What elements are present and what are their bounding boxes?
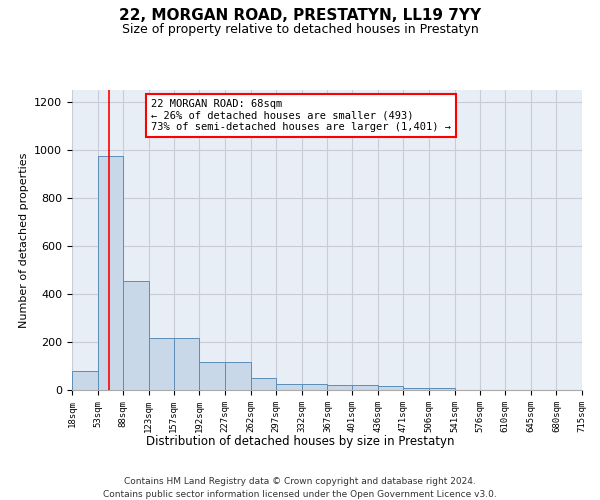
Text: Contains HM Land Registry data © Crown copyright and database right 2024.: Contains HM Land Registry data © Crown c…: [124, 478, 476, 486]
Bar: [225, 362, 251, 390]
Bar: [378, 386, 403, 390]
Bar: [98, 156, 123, 390]
Bar: [72, 371, 98, 390]
Y-axis label: Number of detached properties: Number of detached properties: [19, 152, 29, 328]
Bar: [328, 385, 353, 390]
Bar: [251, 378, 276, 390]
Bar: [174, 338, 199, 390]
Bar: [199, 362, 225, 390]
Bar: [149, 338, 175, 390]
Text: Distribution of detached houses by size in Prestatyn: Distribution of detached houses by size …: [146, 435, 454, 448]
Text: Contains public sector information licensed under the Open Government Licence v3: Contains public sector information licen…: [103, 490, 497, 499]
Bar: [302, 384, 328, 390]
Text: 22 MORGAN ROAD: 68sqm
← 26% of detached houses are smaller (493)
73% of semi-det: 22 MORGAN ROAD: 68sqm ← 26% of detached …: [151, 99, 451, 132]
Bar: [403, 388, 429, 390]
Text: 22, MORGAN ROAD, PRESTATYN, LL19 7YY: 22, MORGAN ROAD, PRESTATYN, LL19 7YY: [119, 8, 481, 22]
Bar: [429, 388, 455, 390]
Text: Size of property relative to detached houses in Prestatyn: Size of property relative to detached ho…: [122, 22, 478, 36]
Bar: [123, 281, 149, 390]
Bar: [352, 385, 378, 390]
Bar: [276, 384, 302, 390]
